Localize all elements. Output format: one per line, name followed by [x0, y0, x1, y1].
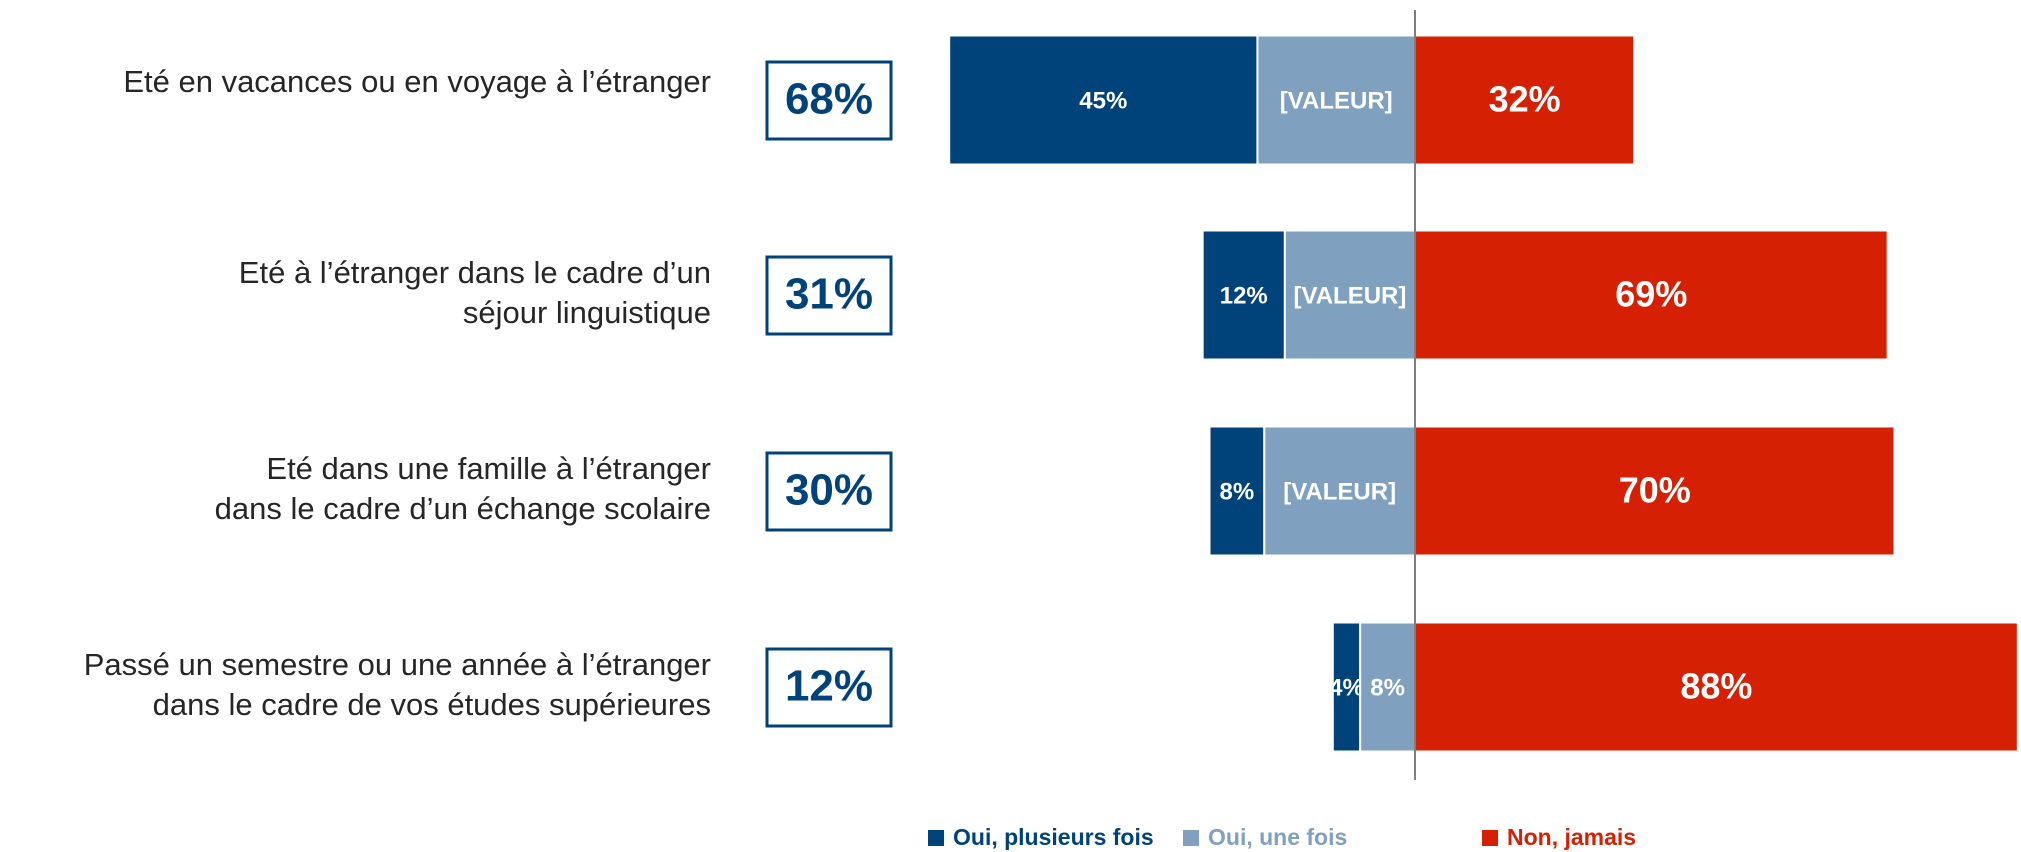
bar-segment: [1414, 34, 1636, 166]
data-label: 32%: [1489, 79, 1561, 120]
legend-label: Oui, plusieurs fois: [953, 824, 1154, 850]
data-label: 88%: [1680, 666, 1752, 707]
data-label: [VALEUR]: [1283, 478, 1396, 505]
data-label: [VALEUR]: [1293, 282, 1406, 309]
category-label-line: Eté dans une famille à l’étranger: [266, 451, 711, 486]
bar-segment: [1256, 34, 1416, 166]
category-label-line: dans le cadre de vos études supérieures: [153, 687, 711, 722]
data-label: 12%: [1220, 282, 1268, 309]
legend-label: Oui, une fois: [1208, 824, 1347, 850]
category-label-line: Eté à l’étranger dans le cadre d’un: [239, 255, 711, 290]
total-label: 12%: [785, 662, 873, 711]
category-label: Eté dans une famille à l’étranger dans le…: [215, 451, 711, 526]
data-label: 70%: [1619, 470, 1691, 511]
total-box: [765, 647, 893, 728]
total-box: [765, 255, 893, 336]
legend-swatch: [1482, 830, 1498, 846]
total-label: 68%: [785, 75, 873, 124]
category-label: Passé un semestre ou une année à l’étran…: [84, 647, 711, 722]
total-box: [765, 451, 893, 532]
legend-swatch: [1183, 830, 1199, 846]
bar-segment: [1283, 229, 1416, 361]
category-label: Eté en vacances ou en voyage à l’étrange…: [123, 64, 711, 99]
total-label: 30%: [785, 466, 873, 515]
data-label: [VALEUR]: [1280, 87, 1393, 114]
bar-segment: [1331, 621, 1362, 753]
category-label-line: Passé un semestre ou une année à l’étran…: [84, 647, 711, 682]
bar-segment: [948, 34, 1259, 166]
total-label: 31%: [785, 270, 873, 319]
data-label: 8%: [1370, 674, 1405, 701]
legend-label: Non, jamais: [1507, 824, 1636, 850]
category-label-line: séjour linguistique: [463, 295, 711, 330]
category-label: Eté à l’étranger dans le cadre d’un séjou…: [239, 255, 711, 330]
data-label: 45%: [1079, 87, 1127, 114]
data-label: 4%: [1329, 674, 1364, 701]
legend-swatch: [928, 830, 944, 846]
bar-segment: [1414, 425, 1896, 557]
category-label-line: dans le cadre d’un échange scolaire: [215, 491, 711, 526]
data-label: 8%: [1220, 478, 1255, 505]
bar-segment: [1201, 229, 1286, 361]
bar-segment: [1208, 425, 1266, 557]
bar-segment: [1414, 229, 1889, 361]
data-label: 69%: [1615, 274, 1687, 315]
total-box: [765, 60, 893, 141]
